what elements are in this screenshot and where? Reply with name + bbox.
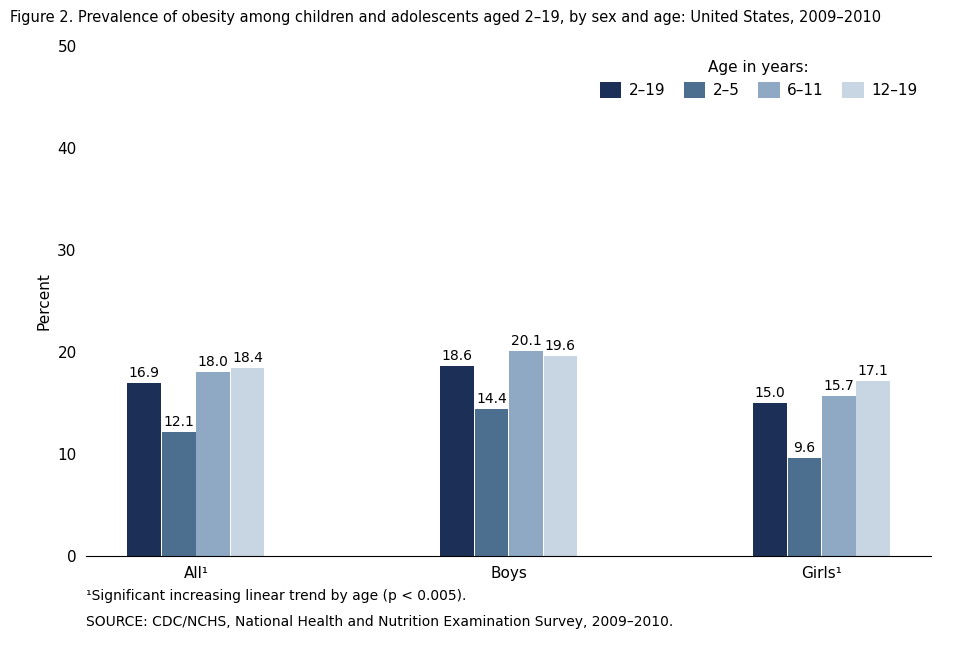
Text: 18.4: 18.4: [232, 351, 263, 365]
Bar: [754, 403, 787, 556]
Bar: [822, 396, 855, 556]
Text: 17.1: 17.1: [858, 364, 889, 379]
Y-axis label: Percent: Percent: [36, 272, 52, 330]
Text: 19.6: 19.6: [545, 339, 576, 353]
Text: 15.7: 15.7: [824, 379, 854, 392]
Text: 14.4: 14.4: [476, 392, 507, 406]
Text: 18.0: 18.0: [198, 355, 228, 370]
Text: 16.9: 16.9: [129, 366, 159, 381]
Bar: [196, 372, 230, 556]
Legend: 2–19, 2–5, 6–11, 12–19: 2–19, 2–5, 6–11, 12–19: [594, 54, 924, 104]
Bar: [441, 366, 474, 556]
Bar: [128, 383, 161, 556]
Text: ¹Significant increasing linear trend by age (p < 0.005).: ¹Significant increasing linear trend by …: [86, 589, 467, 602]
Text: 15.0: 15.0: [755, 386, 785, 400]
Bar: [475, 409, 509, 556]
Text: 18.6: 18.6: [442, 349, 472, 363]
Bar: [543, 356, 577, 556]
Bar: [787, 458, 822, 556]
Bar: [856, 381, 890, 556]
Text: Figure 2. Prevalence of obesity among children and adolescents aged 2–19, by sex: Figure 2. Prevalence of obesity among ch…: [10, 10, 880, 25]
Text: SOURCE: CDC/NCHS, National Health and Nutrition Examination Survey, 2009–2010.: SOURCE: CDC/NCHS, National Health and Nu…: [86, 615, 674, 628]
Text: 20.1: 20.1: [511, 334, 541, 348]
Bar: [509, 351, 542, 556]
Bar: [162, 432, 196, 556]
Bar: [230, 368, 264, 556]
Text: 12.1: 12.1: [163, 415, 194, 430]
Text: 9.6: 9.6: [793, 441, 816, 455]
